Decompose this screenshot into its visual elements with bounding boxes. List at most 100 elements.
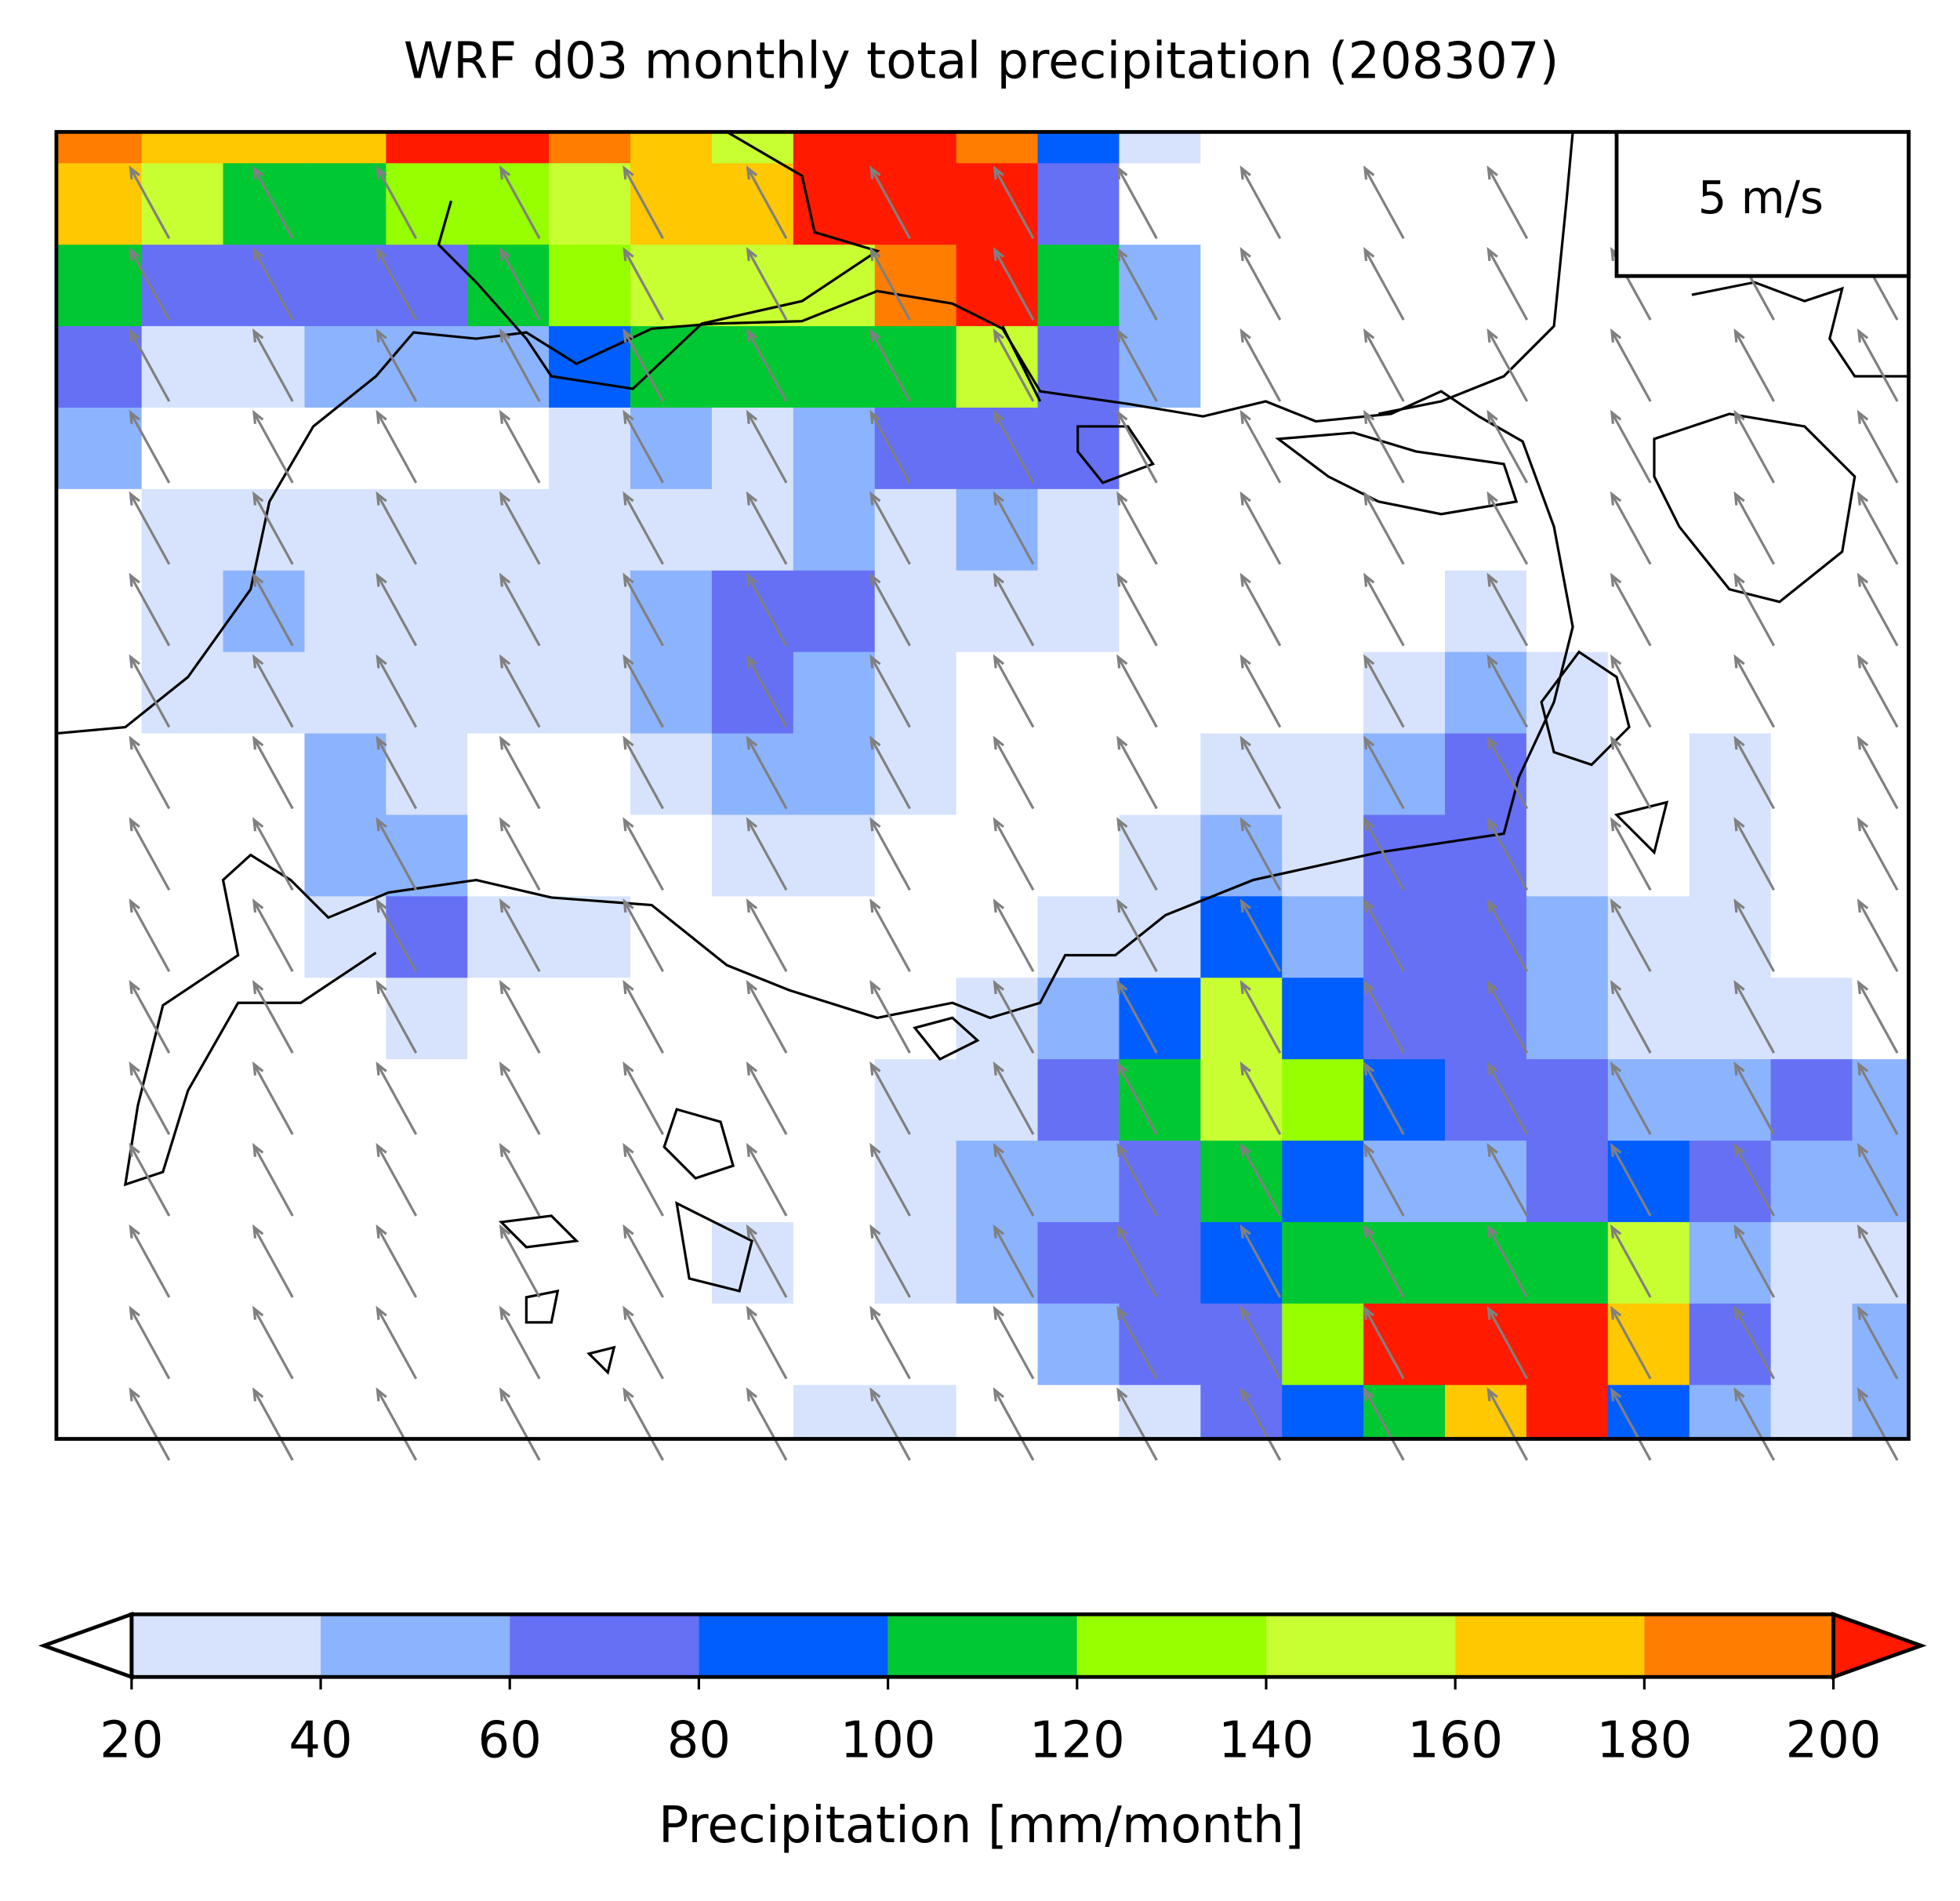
cell <box>874 488 957 571</box>
cell <box>793 814 876 898</box>
cell <box>1689 1141 1772 1223</box>
cell <box>1852 488 1910 571</box>
cell <box>223 1384 306 1440</box>
cell <box>56 245 143 327</box>
cell <box>1526 245 1609 327</box>
wind-arrow <box>869 491 911 565</box>
cell <box>304 1303 387 1386</box>
wind-arrow <box>129 165 171 239</box>
cell <box>386 326 469 408</box>
wind-arrow <box>993 409 1035 484</box>
cell <box>956 407 1039 490</box>
wind-arrow <box>993 246 1035 321</box>
cell <box>56 488 143 571</box>
cell <box>1770 488 1853 571</box>
cell <box>1282 326 1364 408</box>
cell <box>549 814 631 898</box>
wind-arrow <box>1363 1387 1405 1461</box>
wind-arrow <box>376 572 418 647</box>
wind-arrow <box>376 1061 418 1135</box>
wind-arrow <box>1610 980 1652 1054</box>
wind-arrow <box>1486 491 1529 565</box>
cell <box>1282 163 1364 245</box>
cell <box>1852 326 1910 408</box>
colorbar-tick-label: 160 <box>1407 1712 1503 1770</box>
wind-arrow <box>746 328 788 402</box>
wind-arrow <box>869 898 911 973</box>
cell <box>1037 245 1120 327</box>
wind-arrow <box>622 980 664 1054</box>
cell <box>793 245 876 327</box>
cell <box>793 1221 876 1304</box>
wind-arrow <box>252 491 294 565</box>
cell <box>630 651 713 735</box>
cell <box>956 1221 1039 1304</box>
wind-arrow <box>129 898 171 973</box>
colorbar-over <box>1831 1611 1927 1680</box>
colorbar-tick-label: 200 <box>1786 1712 1882 1770</box>
wind-arrow <box>376 817 418 891</box>
cell <box>1363 814 1446 898</box>
cell <box>793 132 876 165</box>
cell <box>1282 651 1364 735</box>
cell <box>630 570 713 653</box>
cell <box>1282 1141 1364 1223</box>
wind-arrow <box>1240 572 1282 647</box>
cell <box>1363 132 1446 165</box>
cell <box>1445 978 1527 1060</box>
cell <box>223 326 306 408</box>
cell <box>956 1141 1039 1223</box>
cell <box>223 651 306 735</box>
cell <box>141 570 224 653</box>
wind-arrow <box>252 898 294 973</box>
key-label: 5 m/s <box>1698 172 1824 224</box>
wind-arrow <box>252 817 294 891</box>
wind-arrow <box>129 1142 171 1217</box>
colorbar-box <box>887 1614 1077 1678</box>
wind-arrow <box>1733 409 1776 484</box>
cell <box>1363 978 1446 1060</box>
wind-arrow <box>746 1305 788 1380</box>
cell <box>956 651 1039 735</box>
wind-arrow <box>252 328 294 402</box>
wind-arrow <box>1116 165 1158 239</box>
cell <box>1119 1141 1202 1223</box>
key-box <box>1614 129 1911 278</box>
wind-arrow <box>622 654 664 728</box>
cell <box>874 1303 957 1386</box>
wind-arrow <box>129 491 171 565</box>
cell <box>956 733 1039 816</box>
wind-arrow <box>1486 735 1529 810</box>
cell <box>56 1059 143 1141</box>
wind-arrow <box>252 1142 294 1217</box>
wind-arrow <box>1610 654 1652 728</box>
wind-arrow <box>1857 1387 1899 1461</box>
wind-arrow <box>1486 1305 1529 1380</box>
wind-arrow <box>376 165 418 239</box>
wind-arrow <box>1363 898 1405 973</box>
wind-arrow <box>252 1305 294 1380</box>
wind-arrow <box>1363 735 1405 810</box>
wind-arrow <box>1240 165 1282 239</box>
cell <box>1119 132 1202 165</box>
cell <box>549 326 631 408</box>
cell <box>1445 570 1527 653</box>
cell <box>1445 733 1527 816</box>
wind-arrow <box>499 1387 541 1461</box>
wind-arrow <box>1857 572 1899 647</box>
cell <box>1607 570 1690 653</box>
cell <box>386 733 469 816</box>
wind-arrow <box>869 1142 911 1217</box>
cell <box>630 978 713 1060</box>
cell <box>874 326 957 408</box>
cell <box>1037 132 1120 165</box>
cell <box>1526 488 1609 571</box>
wind-arrow <box>376 1224 418 1298</box>
cell <box>1852 733 1910 816</box>
cell <box>1363 1141 1446 1223</box>
cell <box>1852 1141 1910 1223</box>
cell <box>467 132 550 165</box>
cell <box>630 814 713 898</box>
cell <box>386 245 469 327</box>
wind-arrow <box>1610 1142 1652 1217</box>
